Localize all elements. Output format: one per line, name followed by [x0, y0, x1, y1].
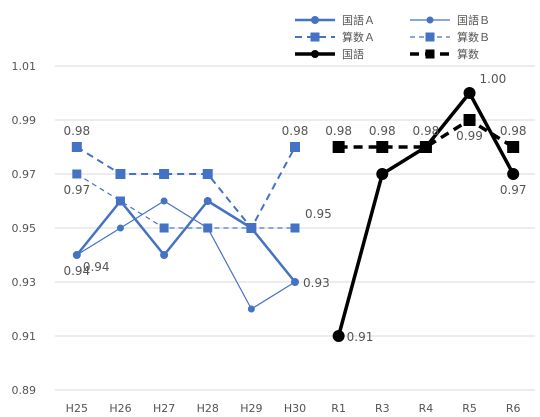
- data-label: 0.98: [325, 124, 352, 138]
- data-label: 0.99: [456, 129, 483, 143]
- series-line-0: [75, 199, 296, 283]
- data-label: 0.91: [347, 330, 374, 344]
- series-line-2: [76, 146, 296, 229]
- data-point: [159, 223, 169, 233]
- data-point: [115, 169, 126, 179]
- data-label: 0.95: [305, 207, 332, 221]
- x-tick-label: H30: [284, 402, 306, 415]
- x-tick-label: H27: [153, 402, 175, 415]
- data-label: 0.94: [83, 260, 110, 274]
- data-point: [507, 141, 520, 153]
- y-tick-label: 0.89: [12, 384, 37, 397]
- data-point: [71, 142, 82, 152]
- data-point: [202, 169, 213, 179]
- data-point: [463, 87, 476, 99]
- x-tick-label: R4: [419, 402, 434, 415]
- legend-label: 国語Ｂ: [457, 13, 490, 27]
- series-line-5: [338, 118, 515, 149]
- x-tick-label: H28: [197, 402, 219, 415]
- data-label: 0.97: [500, 183, 527, 197]
- data-label: 0.93: [303, 276, 330, 290]
- legend-marker: [311, 50, 319, 58]
- series-line-3: [76, 173, 295, 229]
- series-lines: [71, 87, 520, 342]
- x-tick-label: R3: [375, 402, 390, 415]
- data-point: [290, 142, 300, 152]
- data-point: [116, 224, 124, 232]
- y-axis-ticks: 0.89 0.91 0.93 0.95 0.97 0.99 1.01: [12, 60, 37, 397]
- legend-marker: [425, 32, 435, 42]
- x-tick-label: R6: [506, 402, 521, 415]
- y-tick-label: 0.91: [12, 330, 37, 343]
- data-point: [246, 223, 256, 233]
- legend-label: 算数: [457, 47, 479, 61]
- x-tick-label: H26: [109, 402, 131, 415]
- legend-marker: [425, 49, 435, 59]
- data-point: [203, 223, 213, 233]
- data-label: 0.98: [369, 124, 396, 138]
- data-labels: 0.98 0.97 0.940.94 0.98 0.95 0.93 0.98 0.91 0.98…: [63, 72, 526, 344]
- data-point: [463, 114, 476, 126]
- data-label: 0.97: [63, 183, 90, 197]
- data-point: [73, 251, 81, 259]
- y-tick-label: 0.99: [12, 114, 37, 127]
- data-point: [203, 197, 212, 205]
- x-tick-label: H25: [66, 402, 88, 415]
- legend-marker: [426, 16, 434, 24]
- data-point: [332, 141, 345, 153]
- data-point: [376, 168, 389, 180]
- legend-label: 算数Ｂ: [457, 30, 490, 44]
- data-label: 0.94: [63, 264, 90, 278]
- legend-marker: [310, 32, 320, 42]
- data-label: 0.98: [63, 124, 90, 138]
- x-tick-label: H29: [240, 402, 262, 415]
- data-label: 0.98: [500, 124, 527, 138]
- data-point: [160, 197, 168, 205]
- data-point: [419, 141, 432, 153]
- data-point: [115, 196, 125, 206]
- y-tick-label: 0.93: [12, 276, 37, 289]
- data-point: [160, 251, 169, 259]
- data-point: [507, 168, 520, 180]
- data-label: 0.98: [282, 124, 309, 138]
- data-label: 0.98: [413, 124, 440, 138]
- x-tick-label: R5: [462, 402, 477, 415]
- legend-label: 国語Ａ: [342, 13, 375, 27]
- data-point: [159, 169, 170, 179]
- y-tick-label: 0.97: [12, 168, 37, 181]
- legend-label: 国語: [342, 47, 364, 61]
- x-tick-label: R1: [331, 402, 346, 415]
- data-point: [247, 305, 255, 313]
- data-point: [72, 169, 82, 179]
- data-point: [291, 278, 299, 286]
- y-tick-label: 0.95: [12, 222, 37, 235]
- y-tick-label: 1.01: [12, 60, 37, 73]
- series-line-1: [76, 200, 296, 310]
- legend-marker: [311, 16, 319, 24]
- legend: 国語Ａ 国語Ｂ 算数Ａ 算数Ｂ 国語 算数: [295, 13, 490, 61]
- data-point: [332, 330, 345, 342]
- data-point: [290, 223, 300, 233]
- legend-label: 算数Ａ: [342, 30, 375, 44]
- data-label: 1.00: [480, 72, 507, 86]
- x-axis-ticks: H25 H26 H27 H28 H29 H30 R1 R3 R4 R5 R6: [66, 402, 521, 415]
- data-point: [376, 141, 389, 153]
